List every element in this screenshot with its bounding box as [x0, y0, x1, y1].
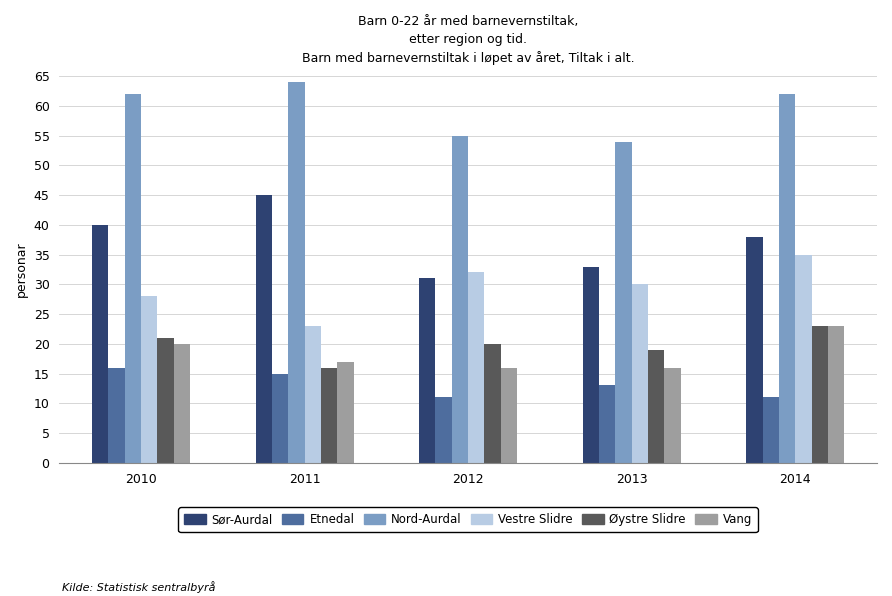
Legend: Sør-Aurdal, Etnedal, Nord-Aurdal, Vestre Slidre, Øystre Slidre, Vang: Sør-Aurdal, Etnedal, Nord-Aurdal, Vestre…: [178, 507, 758, 532]
Bar: [468, 272, 484, 462]
Bar: [157, 338, 174, 462]
Bar: [747, 237, 763, 462]
Bar: [500, 368, 517, 462]
Bar: [337, 362, 353, 462]
Y-axis label: personar: personar: [15, 242, 28, 297]
Bar: [419, 278, 435, 462]
Bar: [92, 225, 108, 462]
Bar: [321, 368, 337, 462]
Bar: [174, 344, 190, 462]
Bar: [828, 326, 845, 462]
Bar: [763, 398, 779, 462]
Bar: [141, 296, 157, 462]
Bar: [255, 195, 272, 462]
Bar: [615, 142, 632, 462]
Bar: [125, 94, 141, 462]
Bar: [632, 284, 648, 462]
Bar: [272, 374, 288, 462]
Bar: [812, 326, 828, 462]
Bar: [484, 344, 500, 462]
Bar: [665, 368, 681, 462]
Bar: [582, 266, 599, 462]
Bar: [779, 94, 796, 462]
Bar: [648, 350, 665, 462]
Bar: [435, 398, 451, 462]
Bar: [599, 386, 615, 462]
Bar: [796, 254, 812, 462]
Bar: [304, 326, 321, 462]
Bar: [108, 368, 125, 462]
Bar: [288, 82, 304, 462]
Title: Barn 0-22 år med barnevernstiltak,
etter region og tid.
Barn med barnevernstilta: Barn 0-22 år med barnevernstiltak, etter…: [301, 15, 634, 66]
Bar: [451, 136, 468, 462]
Text: Kilde: Statistisk sentralbyrå: Kilde: Statistisk sentralbyrå: [62, 581, 216, 593]
